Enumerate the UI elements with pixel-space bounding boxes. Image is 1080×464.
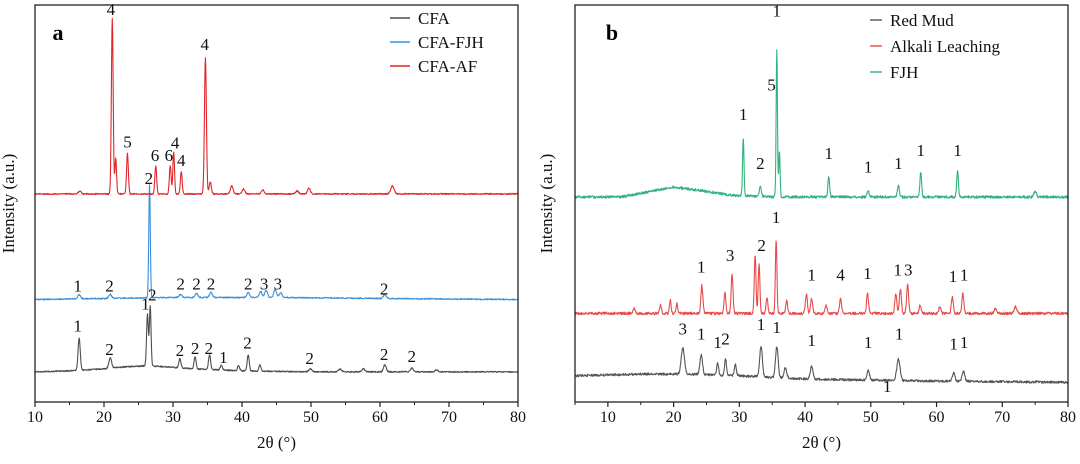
peak-label: 2 [407,347,416,366]
peak-label: 1 [757,315,766,334]
series-line-alkali-leaching [574,240,1069,316]
peak-label: 1 [949,267,958,286]
peak-label: 1 [697,257,706,276]
peak-label: 2 [192,274,201,293]
peak-label: 2 [757,236,766,255]
peak-label: 1 [960,333,969,352]
peak-label: 2 [380,345,389,364]
peak-label: 4 [107,0,116,19]
peak-label: 2 [105,340,114,359]
x-tick-label: 20 [96,409,112,426]
peak-label: 1 [894,261,903,280]
legend-label: CFA [418,9,451,28]
peak-label: 1 [74,276,83,295]
x-tick-label: 40 [234,409,250,426]
peak-label: 3 [679,320,688,339]
series-line-red-mud [574,346,1069,384]
peak-label: 1 [917,141,926,160]
x-tick-label: 70 [994,409,1010,426]
peak-label: 4 [836,266,845,285]
peak-label: 1 [141,295,150,314]
x-tick-label: 60 [929,409,945,426]
peak-label: 4 [200,35,209,54]
x-tick-label: 80 [1060,409,1076,426]
legend-label: Alkali Leaching [890,37,1000,56]
peak-label: 2 [305,349,314,368]
x-tick-label: 40 [797,409,813,426]
peak-label: 1 [807,266,816,285]
peak-label: 1 [953,141,962,160]
peak-label: 1 [697,325,706,344]
panel-label: a [53,20,64,45]
x-tick-label: 10 [27,409,43,426]
peak-label: 6 [165,146,174,165]
peak-label: 1 [824,144,833,163]
peak-label: 2 [205,339,214,358]
x-tick-label: 30 [731,409,747,426]
series-line-cfa [34,305,519,373]
peak-label: 4 [177,151,186,170]
peak-label: 1 [894,154,903,173]
peak-label: 2 [148,285,157,304]
peak-label: 2 [243,334,252,353]
peak-label: 6 [151,146,160,165]
x-tick-label: 20 [666,409,682,426]
peak-label: 3 [904,261,913,280]
peak-label: 3 [260,274,269,293]
x-axis-title: 2θ (°) [257,433,296,452]
peak-label: 1 [864,157,873,176]
peak-label: 5 [767,75,776,94]
peak-label: 2 [244,274,253,293]
x-axis-title: 2θ (°) [802,433,841,452]
peak-label: 3 [726,246,735,265]
peak-label: 1 [713,333,722,352]
peak-label: 2 [145,169,154,188]
peak-label: 4 [171,134,180,153]
peak-label: 3 [274,274,283,293]
plot-frame [574,4,1069,403]
peak-label: 1 [773,1,782,20]
peak-label: 1 [739,105,748,124]
x-tick-label: 80 [510,409,526,426]
peak-label: 2 [721,330,730,349]
peak-label: 2 [380,279,389,298]
x-tick-label: 30 [165,409,181,426]
x-tick-label: 70 [441,409,457,426]
panel-label: b [606,20,618,45]
x-tick-label: 50 [863,409,879,426]
x-tick-label: 60 [372,409,388,426]
legend-label: FJH [890,63,918,82]
peak-label: 1 [807,331,816,350]
series-line-fjh [574,49,1069,199]
peak-label: 2 [756,154,765,173]
y-axis-title: Intensity (a.u.) [537,154,556,254]
series-line-cfa-fjh [34,184,519,301]
peak-label: 1 [895,325,904,344]
peak-label: 1 [864,333,873,352]
peak-label: 1 [772,208,781,227]
peak-label: 1 [883,377,892,396]
series-line-cfa-af [34,17,519,196]
peak-label: 1 [960,266,969,285]
peak-label: 2 [191,339,200,358]
legend-label: Red Mud [890,11,954,30]
peak-label: 1 [949,335,958,354]
peak-label: 1 [219,348,228,367]
peak-label: 1 [74,317,83,336]
peak-label: 2 [105,276,114,295]
peak-label: 2 [207,274,216,293]
peak-label: 5 [123,133,132,152]
x-tick-label: 10 [600,409,616,426]
legend-label: CFA-FJH [418,33,484,52]
legend-label: CFA-AF [418,57,477,76]
x-tick-label: 50 [303,409,319,426]
peak-label: 1 [863,264,872,283]
peak-label: 2 [176,341,185,360]
peak-label: 1 [773,318,782,337]
peak-label: 2 [176,274,185,293]
y-axis-title: Intensity (a.u.) [0,154,18,254]
